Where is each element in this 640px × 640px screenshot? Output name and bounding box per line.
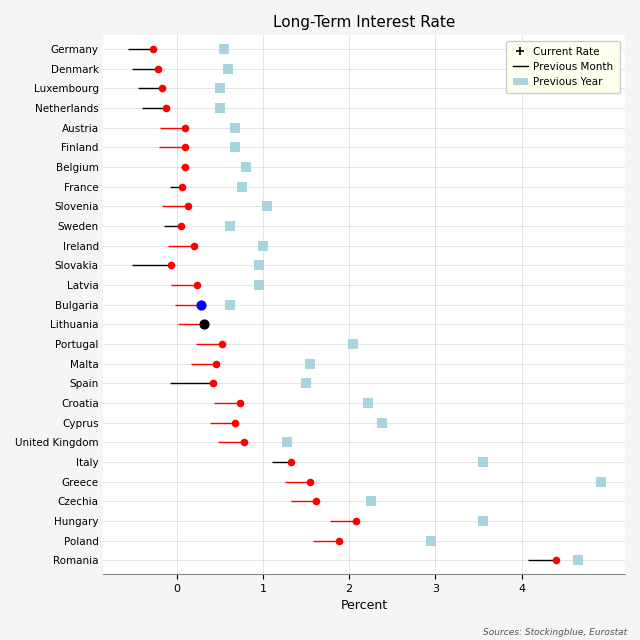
Point xyxy=(305,358,316,369)
Title: Long-Term Interest Rate: Long-Term Interest Rate xyxy=(273,15,456,30)
Point xyxy=(161,103,171,113)
Point xyxy=(196,300,206,310)
Point xyxy=(189,241,199,251)
Point xyxy=(177,182,187,192)
Point xyxy=(225,221,236,231)
Point xyxy=(230,417,241,428)
Point xyxy=(253,260,264,271)
Point xyxy=(333,536,344,546)
Point xyxy=(311,496,321,506)
Point xyxy=(229,142,239,152)
Point xyxy=(153,63,163,74)
Point xyxy=(477,457,488,467)
Text: Sources: Stockingblue, Eurostat: Sources: Stockingblue, Eurostat xyxy=(483,628,627,637)
Point xyxy=(351,516,361,526)
Point xyxy=(179,142,189,152)
Point xyxy=(285,457,296,467)
Point xyxy=(282,437,292,447)
Point xyxy=(183,201,193,211)
Point xyxy=(157,83,167,93)
Point xyxy=(215,103,225,113)
Point xyxy=(211,358,221,369)
Point xyxy=(225,300,236,310)
Point xyxy=(239,437,249,447)
Point xyxy=(180,162,191,172)
Legend: Current Rate, Previous Month, Previous Year: Current Rate, Previous Month, Previous Y… xyxy=(506,40,620,93)
Point xyxy=(191,280,202,290)
Point xyxy=(235,398,245,408)
Point xyxy=(363,398,373,408)
Point xyxy=(166,260,176,271)
Point xyxy=(216,339,227,349)
Point xyxy=(301,378,311,388)
Point xyxy=(148,44,159,54)
Point xyxy=(223,63,234,74)
Point xyxy=(348,339,358,349)
Point xyxy=(551,555,561,565)
Point xyxy=(477,516,488,526)
Point xyxy=(208,378,218,388)
Point xyxy=(199,319,209,330)
Point xyxy=(219,44,229,54)
Point xyxy=(237,182,248,192)
Point xyxy=(241,162,251,172)
Point xyxy=(572,555,582,565)
Point xyxy=(377,417,387,428)
Point xyxy=(365,496,376,506)
Point xyxy=(426,536,436,546)
Point xyxy=(180,123,191,133)
Point xyxy=(258,241,268,251)
Point xyxy=(305,476,316,486)
Point xyxy=(176,221,186,231)
X-axis label: Percent: Percent xyxy=(340,599,388,612)
Point xyxy=(215,83,225,93)
Point xyxy=(596,476,606,486)
Point xyxy=(253,280,264,290)
Point xyxy=(262,201,273,211)
Point xyxy=(230,123,241,133)
